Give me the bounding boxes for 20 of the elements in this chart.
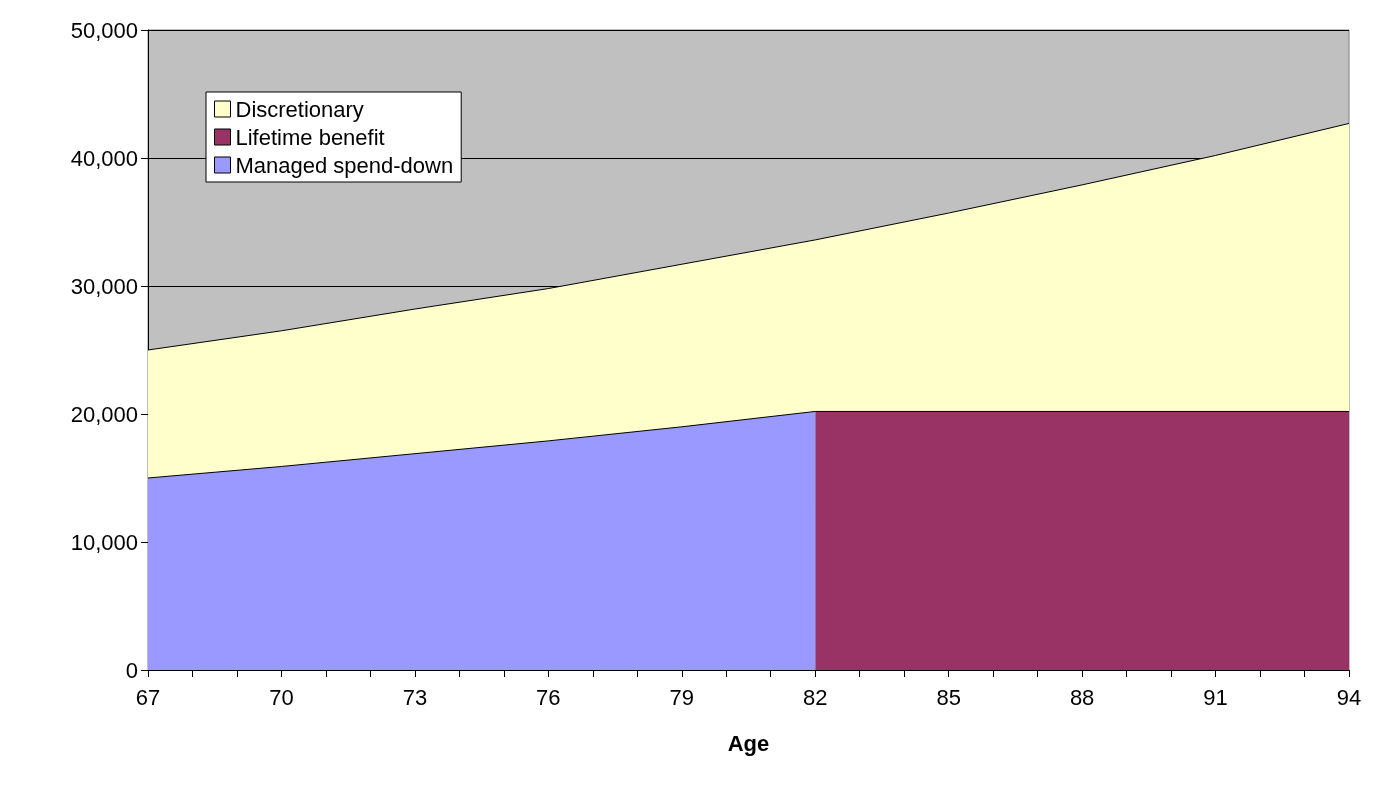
x-tick-label: 67	[135, 684, 161, 710]
y-tick-label: 50,000	[70, 17, 138, 43]
legend-label: Managed spend-down	[235, 152, 454, 178]
x-tick-label: 82	[802, 684, 828, 710]
legend-label: Discretionary	[235, 96, 364, 122]
legend-label: Lifetime benefit	[235, 124, 385, 150]
x-tick-label: 79	[669, 684, 695, 710]
x-tick-label: 70	[269, 684, 294, 710]
x-tick-label: 94	[1336, 684, 1362, 710]
x-tick-label: 73	[402, 684, 428, 710]
y-tick-label: 10,000	[70, 529, 138, 555]
x-tick-label: 85	[936, 684, 961, 710]
x-axis-title: Age	[727, 730, 770, 756]
y-tick-label: 20,000	[70, 401, 138, 427]
y-tick-label: 0	[125, 657, 138, 683]
x-tick-label: 88	[1069, 684, 1095, 710]
y-tick-label: 30,000	[70, 273, 138, 299]
x-tick-label: 76	[536, 684, 561, 710]
y-tick-label: 40,000	[70, 145, 138, 171]
x-tick-label: 91	[1203, 684, 1228, 710]
